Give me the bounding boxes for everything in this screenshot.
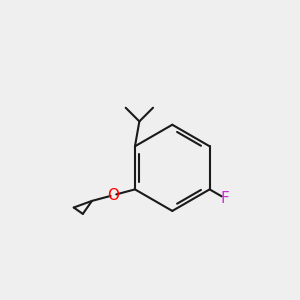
Text: F: F [221,191,230,206]
Text: O: O [107,188,119,203]
